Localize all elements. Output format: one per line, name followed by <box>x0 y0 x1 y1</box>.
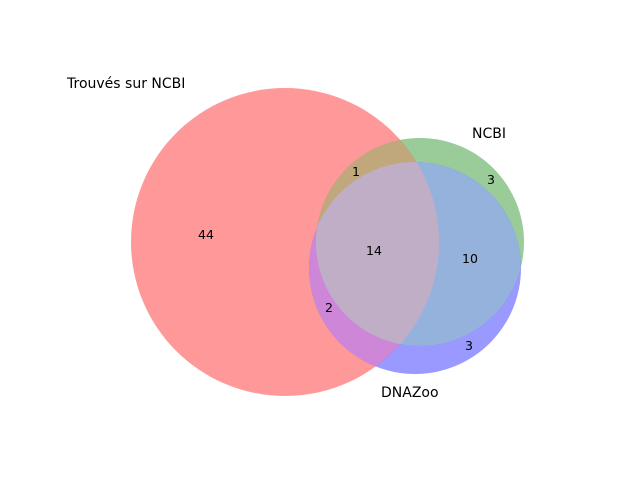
region-labels: 44 3 3 1 2 10 14 <box>198 164 495 353</box>
region-abc-tint <box>316 162 439 346</box>
set-label-ncbi: NCBI <box>472 126 506 142</box>
region-count-a-only: 44 <box>198 227 214 242</box>
region-count-abc: 14 <box>366 243 382 258</box>
region-count-ac: 2 <box>325 300 333 315</box>
set-label-trouves-sur-ncbi: Trouvés sur NCBI <box>66 76 185 92</box>
region-count-c-only: 3 <box>465 338 473 353</box>
region-count-bc: 10 <box>462 251 478 266</box>
region-count-ab: 1 <box>352 164 360 179</box>
region-count-b-only: 3 <box>487 172 495 187</box>
venn-region-tints <box>309 138 521 374</box>
set-label-dnazoo: DNAZoo <box>381 385 439 401</box>
set-labels: Trouvés sur NCBI NCBI DNAZoo <box>66 76 506 401</box>
